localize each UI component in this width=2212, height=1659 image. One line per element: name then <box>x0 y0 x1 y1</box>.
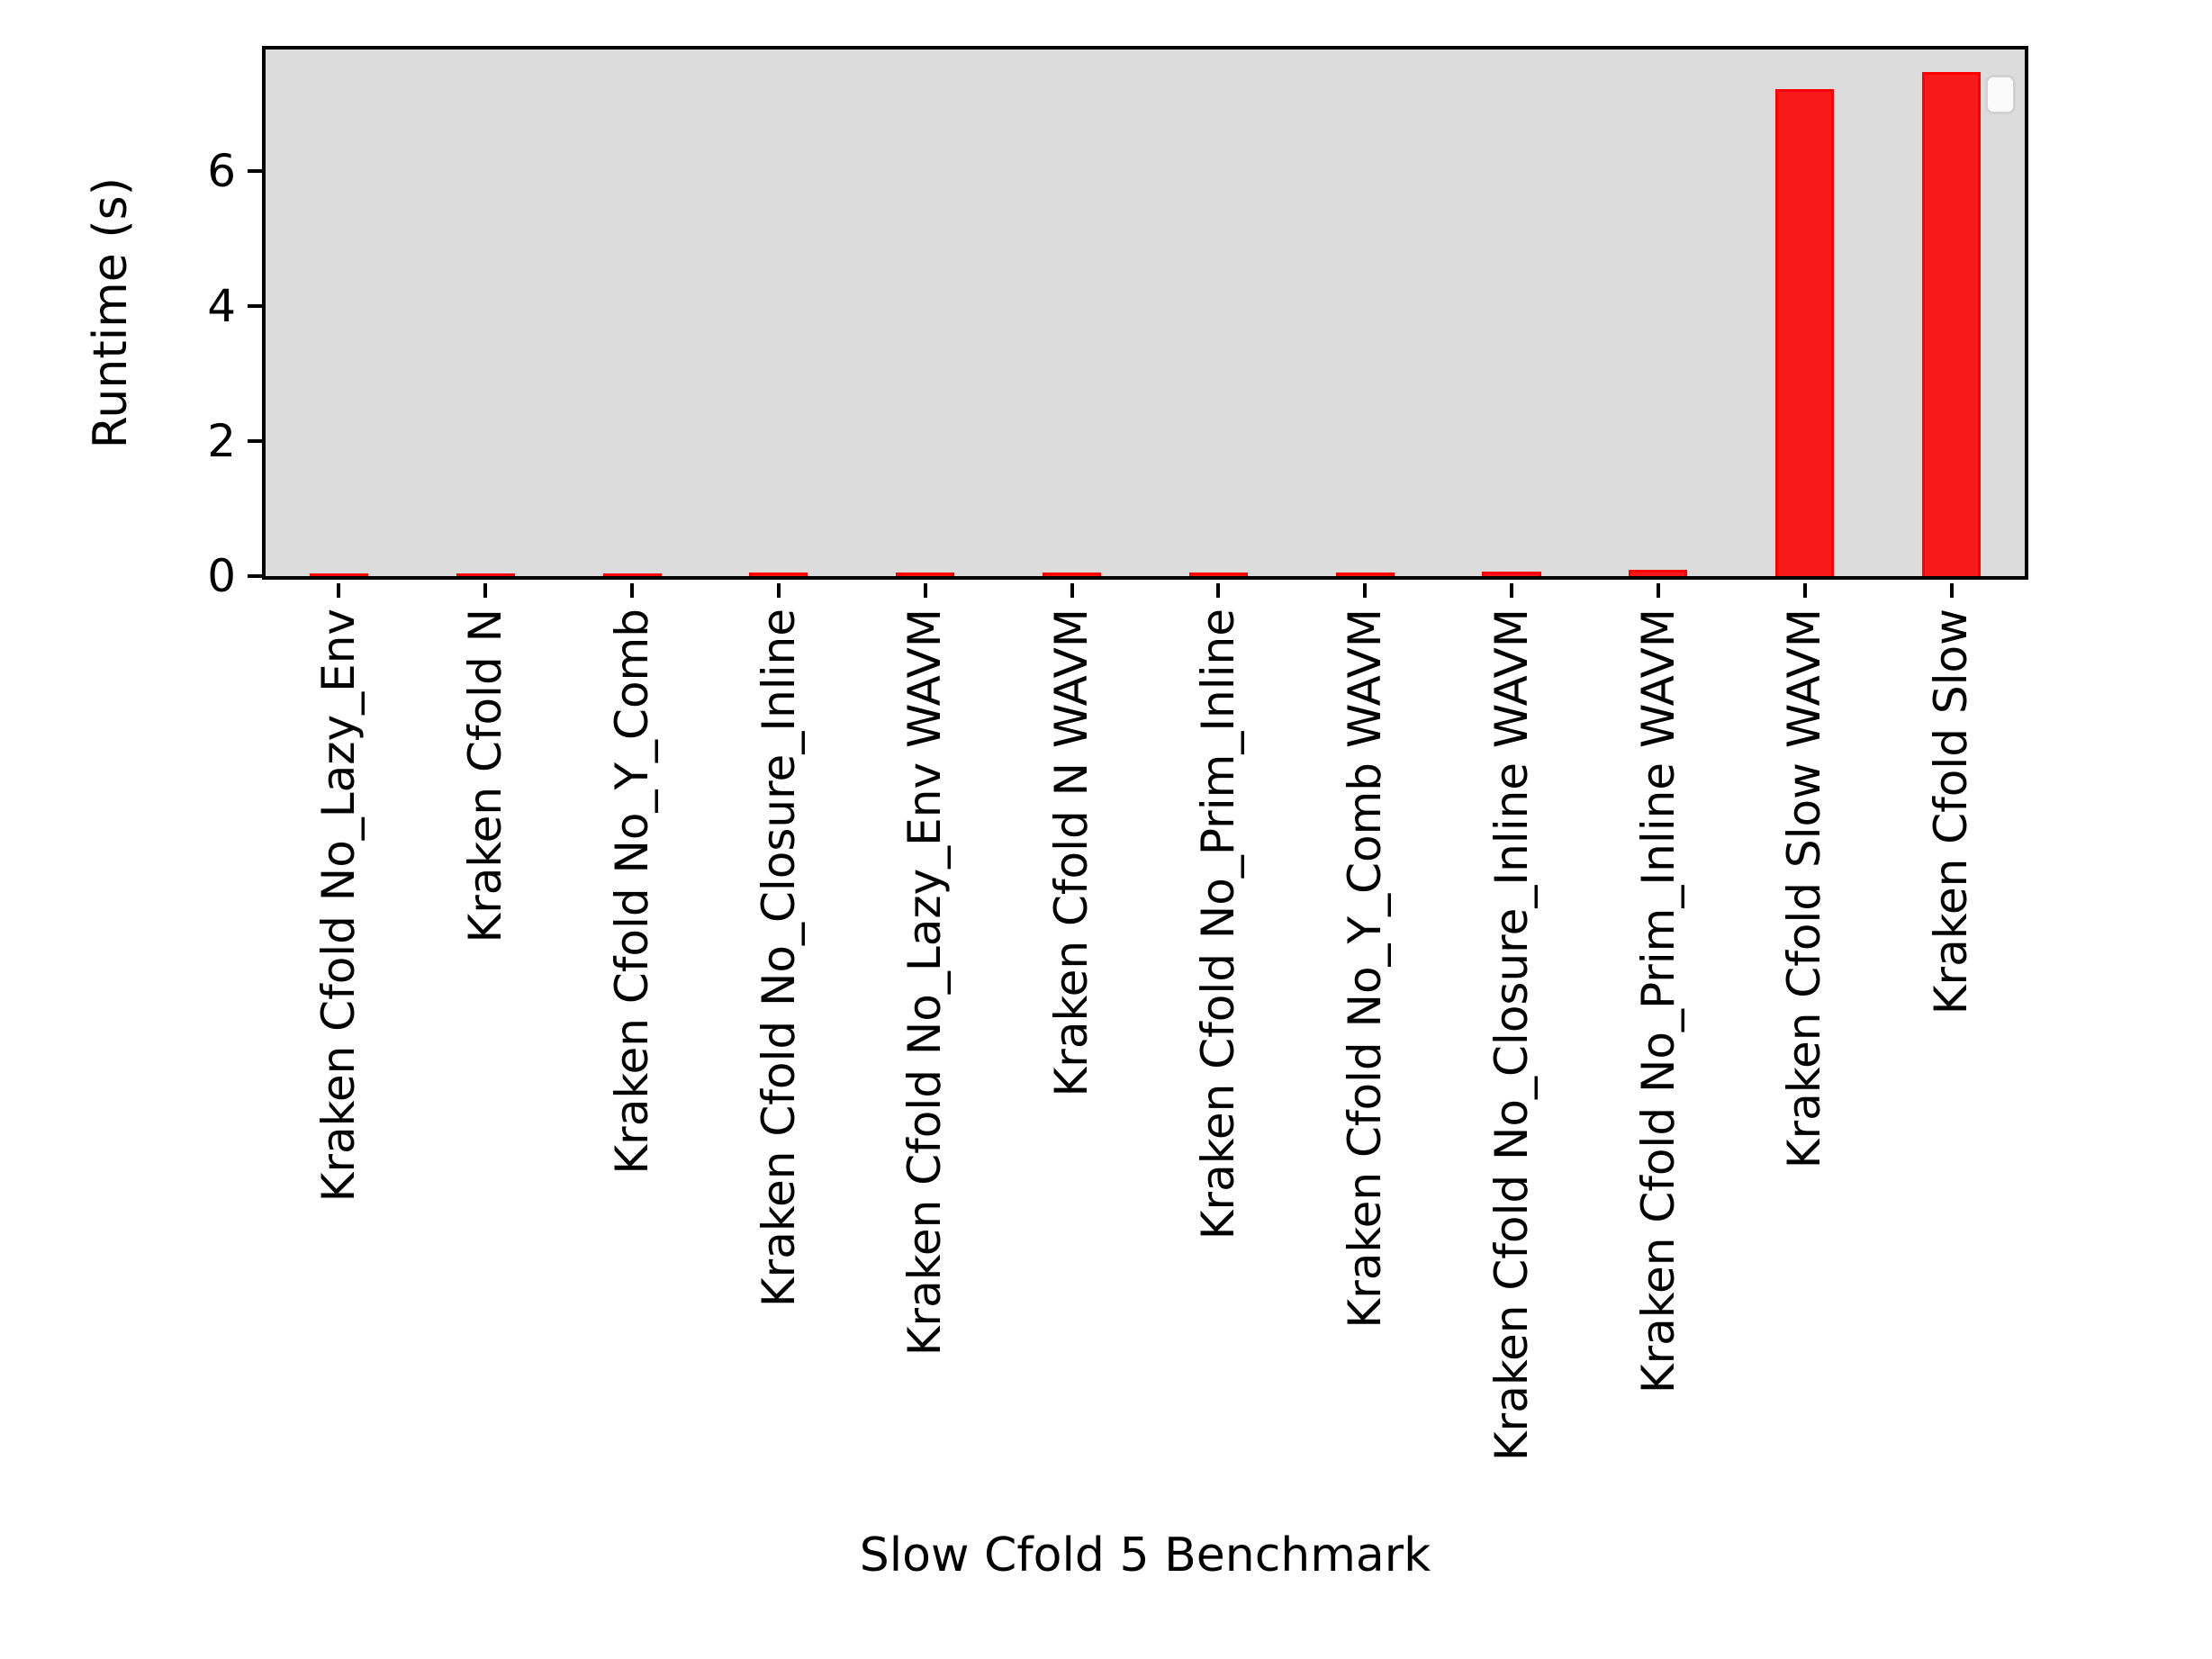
x-tick-label: Kraken Cfold No_Y_Comb <box>605 609 658 1175</box>
bar-slot <box>1292 50 1439 576</box>
bar-kraken-cfold-n-wavm <box>1042 573 1102 576</box>
bar-kraken-cfold-no-closure-inline <box>749 573 808 576</box>
x-label-slot: Kraken Cfold No_Lazy_Env <box>266 609 412 1461</box>
x-label-slot: Kraken Cfold No_Prim_Inline <box>1145 609 1292 1461</box>
x-tick-label: Kraken Cfold N WAVM <box>1045 609 1098 1097</box>
y-axis-label: Runtime (s) <box>84 176 138 449</box>
y-tick <box>248 169 262 173</box>
x-tick-label: Kraken Cfold No_Closure_Inline <box>752 609 805 1308</box>
x-tick-slot <box>1878 583 2025 598</box>
x-tick-slot <box>559 583 706 598</box>
x-label-slot: Kraken Cfold Slow <box>1878 609 2025 1461</box>
x-tick-slot <box>412 583 559 598</box>
x-axis-labels: Kraken Cfold No_Lazy_Env Kraken Cfold N Kr… <box>266 609 2025 1461</box>
x-tick-slot <box>998 583 1145 598</box>
x-tick-slot <box>1585 583 1731 598</box>
x-tick <box>776 583 781 598</box>
x-label-slot: Kraken Cfold Slow WAVM <box>1731 609 1878 1461</box>
y-tick-label: 6 <box>207 145 236 197</box>
x-label-slot: Kraken Cfold No_Y_Comb <box>559 609 706 1461</box>
x-label-slot: Kraken Cfold No_Y_Comb WAVM <box>1292 609 1439 1461</box>
x-tick-label: Kraken Cfold Slow WAVM <box>1778 609 1831 1169</box>
bar-slot <box>1439 50 1585 576</box>
x-tick-label: Kraken Cfold No_Lazy_Env WAVM <box>898 609 952 1357</box>
bar-kraken-cfold-no-lazy-env-wavm <box>896 573 955 576</box>
x-tick <box>1070 583 1074 598</box>
y-tick-label: 2 <box>207 415 236 467</box>
x-tick <box>1510 583 1514 598</box>
y-tick <box>248 304 262 308</box>
bar-kraken-cfold-no-lazy-env <box>309 573 368 576</box>
x-tick-label: Kraken Cfold No_Prim_Inline WAVM <box>1631 609 1684 1394</box>
bar-slot <box>1145 50 1292 576</box>
x-tick-label: Kraken Cfold No_Closure_Inline WAVM <box>1485 609 1538 1462</box>
x-tick <box>923 583 927 598</box>
x-tick <box>1802 583 1807 598</box>
y-tick-label: 4 <box>207 280 236 332</box>
plot-area <box>262 46 2028 580</box>
x-tick-slot <box>1145 583 1292 598</box>
x-tick <box>337 583 341 598</box>
x-tick <box>630 583 635 598</box>
bar-slot <box>559 50 706 576</box>
x-tick-label: Kraken Cfold N <box>458 609 511 943</box>
x-tick-slot <box>852 583 998 598</box>
x-tick <box>1656 583 1660 598</box>
x-tick-slot <box>1439 583 1585 598</box>
x-label-slot: Kraken Cfold No_Closure_Inline <box>705 609 852 1461</box>
x-tick <box>1949 583 1954 598</box>
x-tick-label: Kraken Cfold No_Prim_Inline <box>1192 609 1245 1240</box>
bar-slot <box>412 50 559 576</box>
x-label-slot: Kraken Cfold No_Lazy_Env WAVM <box>852 609 998 1461</box>
bar-slot <box>1731 50 1878 576</box>
legend-box <box>1985 75 2016 114</box>
bar-kraken-cfold-no-y-comb-wavm <box>1335 573 1395 576</box>
x-tick-label: Kraken Cfold No_Lazy_Env <box>312 609 366 1203</box>
x-label-slot: Kraken Cfold No_Prim_Inline WAVM <box>1585 609 1731 1461</box>
x-tick-slot <box>1731 583 1878 598</box>
x-tick-slot <box>705 583 852 598</box>
bar-kraken-cfold-slow <box>1921 71 1982 576</box>
bar-kraken-cfold-n <box>456 573 515 576</box>
x-tick <box>1363 583 1368 598</box>
x-axis-ticks <box>266 583 2025 598</box>
y-tick <box>248 574 262 578</box>
x-tick-label: Kraken Cfold Slow <box>1925 609 1978 1015</box>
bar-slot <box>1878 50 2025 576</box>
y-tick <box>248 439 262 443</box>
x-label-slot: Kraken Cfold N <box>412 609 559 1461</box>
x-tick-label: Kraken Cfold No_Y_Comb WAVM <box>1338 609 1391 1329</box>
bar-kraken-cfold-no-y-comb <box>602 573 662 576</box>
x-tick <box>483 583 488 598</box>
bars <box>266 50 2025 576</box>
x-label-slot: Kraken Cfold N WAVM <box>998 609 1145 1461</box>
x-tick-slot <box>1292 583 1439 598</box>
bar-slot <box>266 50 412 576</box>
bar-kraken-cfold-no-prim-inline <box>1188 573 1248 576</box>
x-tick <box>1216 583 1221 598</box>
bar-slot <box>998 50 1145 576</box>
bar-kraken-cfold-no-prim-inline-wavm <box>1629 570 1688 576</box>
x-tick-slot <box>266 583 412 598</box>
x-axis-title: Slow Cfold 5 Benchmark <box>859 1528 1431 1582</box>
x-label-slot: Kraken Cfold No_Closure_Inline WAVM <box>1439 609 1585 1461</box>
bar-slot <box>1585 50 1731 576</box>
y-tick-label: 0 <box>207 550 236 602</box>
bar-slot <box>852 50 998 576</box>
y-axis-label-wrap: Runtime (s) <box>79 50 142 576</box>
bar-kraken-cfold-slow-wavm <box>1775 89 1835 576</box>
bar-kraken-cfold-no-closure-inline-wavm <box>1482 571 1541 576</box>
bar-slot <box>705 50 852 576</box>
